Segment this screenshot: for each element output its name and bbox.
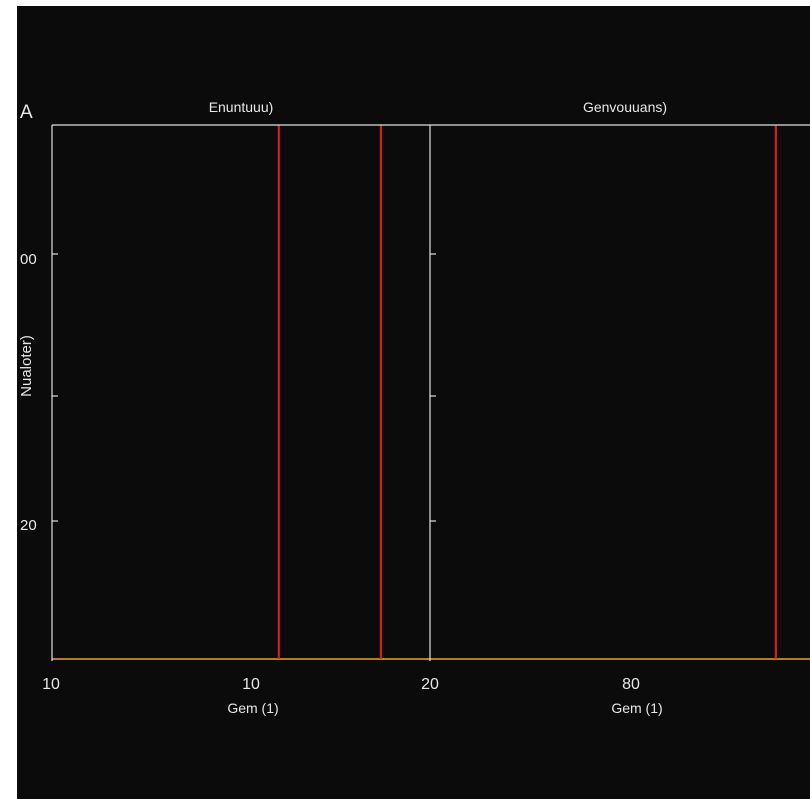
x-tick-label: 20 [421, 676, 439, 693]
x-tick-label: 80 [622, 676, 640, 693]
y-tick-label: 00 [20, 251, 37, 268]
x-tick-label: 10 [242, 676, 260, 693]
axes-frames [51, 124, 810, 661]
x-tick-label: 10 [42, 676, 60, 693]
x-axis-label: Gem (1) [611, 700, 662, 716]
chart-title-left: Enuntuuu) [209, 99, 274, 115]
y-axis-label: Nualoter) [18, 335, 35, 397]
peak-series-right [430, 125, 810, 660]
panel-left: A Enuntuuu) Nualoter) 00 20 10 10 Gem (1… [18, 99, 430, 716]
panel-letter: A [20, 102, 33, 123]
chart-title-right: Genvouuans) [583, 99, 667, 115]
spectra-chart: A Enuntuuu) Nualoter) 00 20 10 10 Gem (1… [18, 99, 810, 716]
panel-right: Genvouuans) 20 80 Gem (1) [421, 99, 810, 716]
x-axis-label: Gem (1) [227, 700, 278, 716]
figure-area: A Enuntuuu) Nualoter) 00 20 10 10 Gem (1… [17, 6, 810, 799]
peak-series-left [52, 125, 430, 660]
y-tick-label: 20 [20, 517, 37, 534]
